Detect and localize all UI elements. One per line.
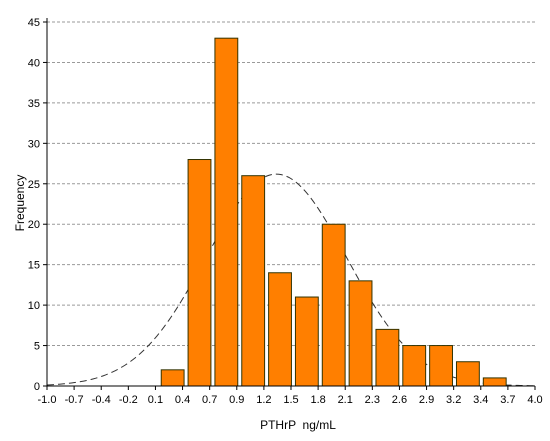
x-tick-label: 2.3 (365, 394, 380, 406)
normal-curve (46, 173, 536, 387)
x-tick-label: 4.0 (527, 394, 542, 406)
histogram-bar (160, 369, 185, 387)
bars-group (160, 37, 507, 387)
y-tick-label: 25 (28, 179, 40, 191)
x-axis-label: PTHrP ng/mL (260, 418, 336, 432)
x-tick-label: 1.2 (256, 394, 271, 406)
x-tick-label: 0.1 (148, 394, 163, 406)
y-tick-label: 10 (28, 300, 40, 312)
normal-curve-group (46, 173, 536, 387)
x-tick-label: 0.9 (229, 394, 244, 406)
histogram-bar (187, 159, 212, 387)
x-tick-label: 3.7 (500, 394, 515, 406)
y-tick-label: 15 (28, 260, 40, 272)
x-tick-label: 0.4 (175, 394, 190, 406)
x-tick-label: -0.7 (65, 394, 84, 406)
histogram-bar (241, 175, 266, 387)
axes (43, 18, 536, 390)
x-tick-label: 2.9 (419, 394, 434, 406)
x-tick-label: 3.4 (473, 394, 488, 406)
x-tick-label: 2.1 (338, 394, 353, 406)
x-tick-label: 3.2 (446, 394, 461, 406)
histogram-bar (482, 377, 507, 387)
histogram-bar (348, 280, 373, 387)
y-tick-label: 40 (28, 57, 40, 69)
x-tick-labels: -1.0 -0.7 -0.4 -0.2 0.1 0.4 0.7 0.9 1.2 1.5 1.8 2.1… (38, 394, 543, 406)
y-tick-labels: 0 5 10 15 20 25 30 35 40 45 (28, 17, 40, 393)
histogram-bar (429, 345, 453, 387)
x-tick-label: 2.6 (392, 394, 407, 406)
histogram-bar (294, 296, 319, 387)
y-tick-label: 0 (34, 381, 40, 393)
y-tick-label: 30 (28, 138, 40, 150)
histogram-bar (321, 223, 346, 387)
y-axis-label: Frequency (13, 175, 27, 232)
x-tick-label: -1.0 (38, 394, 57, 406)
gridlines (47, 21, 535, 347)
x-tick-label: 0.7 (202, 394, 217, 406)
histogram-bar (268, 272, 292, 387)
histogram-bar (402, 345, 427, 387)
histogram-bar (455, 361, 480, 387)
x-tick-label: 1.8 (310, 394, 325, 406)
y-tick-label: 45 (28, 17, 40, 29)
x-tick-label: -0.4 (92, 394, 111, 406)
histogram-bar (214, 37, 239, 387)
histogram-bar (375, 328, 400, 387)
x-tick-label: -0.2 (119, 394, 138, 406)
y-tick-label: 5 (34, 341, 40, 353)
y-tick-label: 35 (28, 98, 40, 110)
y-tick-label: 20 (28, 219, 40, 231)
x-tick-label: 1.5 (283, 394, 298, 406)
